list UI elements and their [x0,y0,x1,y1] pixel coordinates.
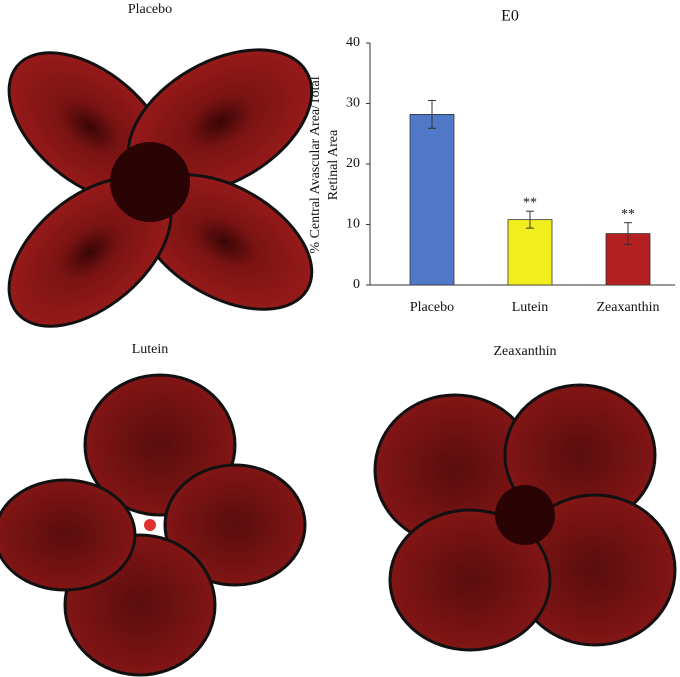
panel-label: Placebo [128,2,172,17]
y-tick-label: 40 [346,35,360,50]
y-tick-label: 0 [353,277,360,292]
y-axis-label: Retinal Area [326,129,341,200]
x-tick-label: Lutein [512,300,549,315]
significance-label: ** [523,195,537,210]
bar [507,219,553,286]
y-axis-label: % Central Avascular Area/Total [308,76,323,253]
zeaxanthin-retina: Zeaxanthin [373,344,677,652]
x-tick-label: Placebo [410,300,454,315]
panel-label: Zeaxanthin [494,344,557,359]
significance-label: ** [621,207,635,222]
lutein-retina: Lutein [0,342,307,677]
x-tick-label: Zeaxanthin [597,300,660,315]
chart-title: E0 [501,8,519,25]
y-tick-label: 20 [346,156,360,171]
bar [409,113,455,286]
panel-label: Lutein [132,342,169,357]
y-tick-label: 10 [346,217,360,232]
y-tick-label: 30 [346,96,360,111]
placebo-retina: Placebo [7,2,314,328]
